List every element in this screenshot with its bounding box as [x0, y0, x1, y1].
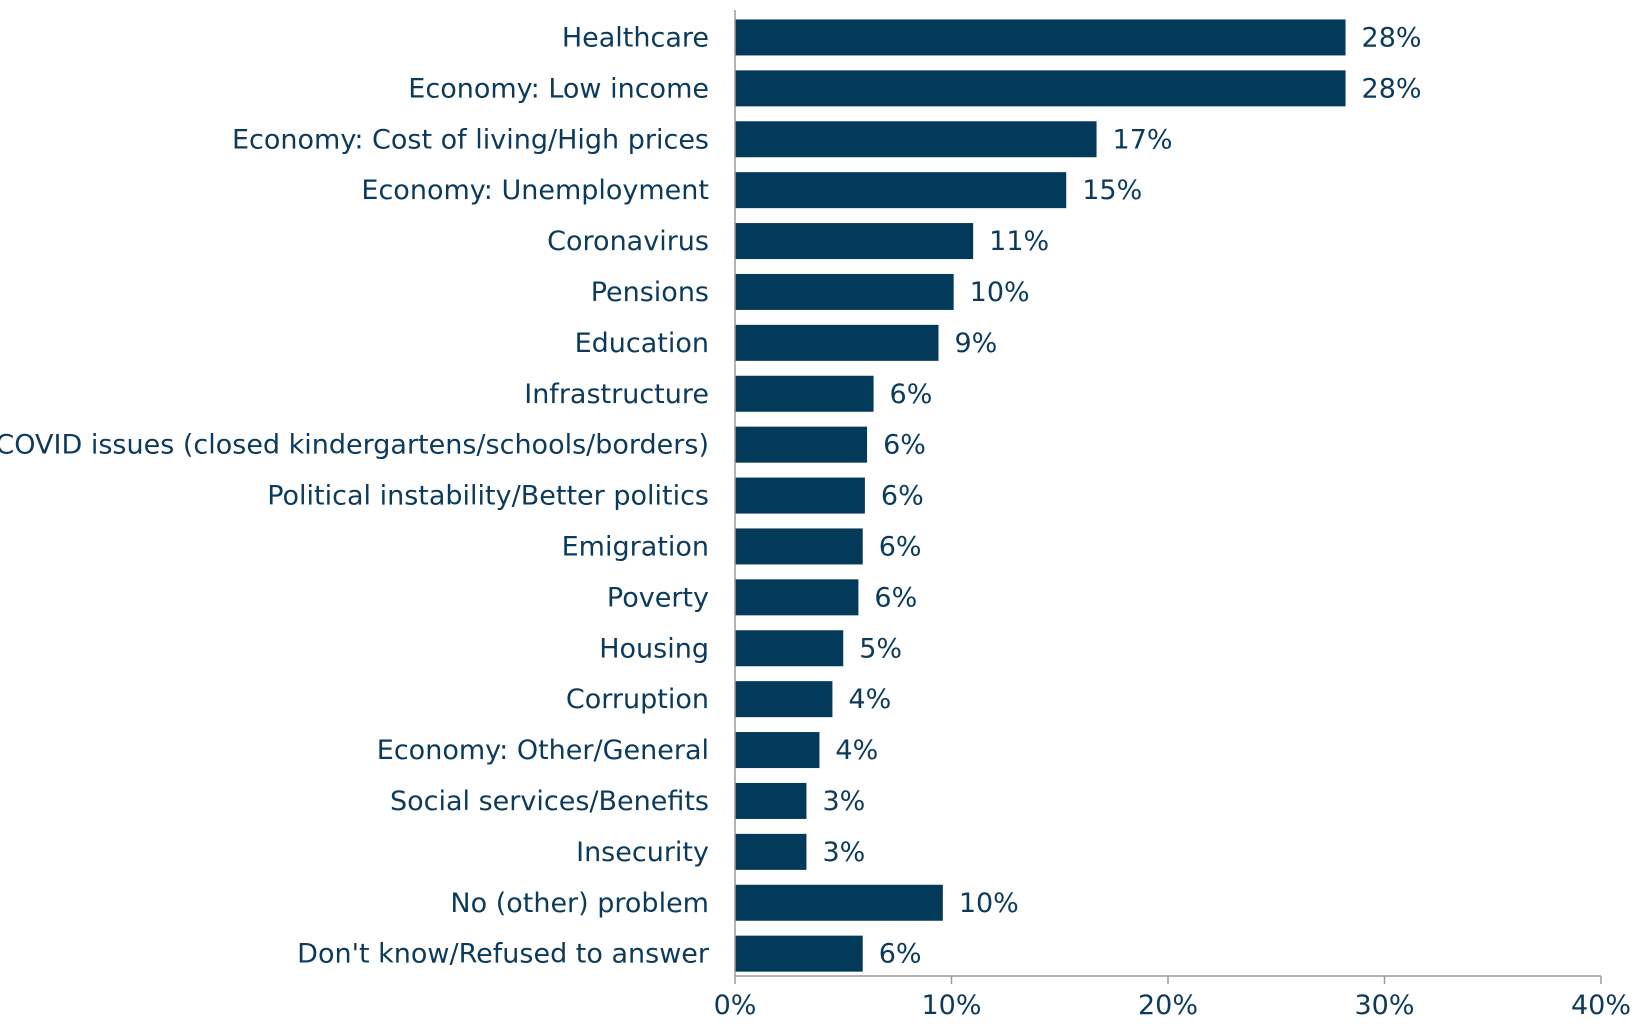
value-label: 6% [879, 939, 922, 970]
x-tick-label: 40% [1571, 990, 1631, 1021]
bar [735, 884, 943, 921]
bar [735, 681, 833, 718]
value-label: 3% [822, 837, 865, 868]
category-label: Emigration [562, 531, 709, 562]
value-label: 6% [890, 379, 933, 410]
category-label: Pensions [591, 277, 709, 308]
category-label: Economy: Unemployment [361, 175, 709, 206]
category-label: No (other) problem [450, 888, 709, 919]
category-label: Poverty [607, 582, 709, 613]
x-tick-label: 30% [1354, 990, 1414, 1021]
value-label: 28% [1362, 22, 1422, 53]
value-label: 11% [989, 226, 1049, 257]
bar [735, 935, 863, 972]
category-label: Infrastructure [524, 379, 709, 410]
axes-group: 0% 10% 20% 30% 40% [714, 10, 1631, 1021]
bar [735, 121, 1097, 158]
bar [735, 324, 939, 361]
x-tick-label: 10% [921, 990, 981, 1021]
bar [735, 19, 1346, 56]
value-label: 5% [859, 633, 902, 664]
bar [735, 70, 1346, 107]
bar [735, 223, 974, 260]
category-label: Economy: Cost of living/High prices [232, 124, 709, 155]
value-label: 4% [848, 684, 891, 715]
category-label: Corruption [566, 684, 709, 715]
value-label: 15% [1082, 175, 1142, 206]
category-label: Economy: Low income [408, 73, 709, 104]
value-label: 4% [835, 735, 878, 766]
x-tick-label: 20% [1138, 990, 1198, 1021]
value-label: 6% [874, 582, 917, 613]
value-label: 10% [959, 888, 1019, 919]
bar [735, 477, 865, 514]
bar [735, 782, 807, 819]
category-label: Healthcare [562, 22, 709, 53]
value-label: 6% [883, 430, 926, 461]
category-label: Education [575, 328, 709, 359]
value-label: 28% [1362, 73, 1422, 104]
category-label: Coronavirus [547, 226, 709, 257]
value-label: 17% [1113, 124, 1173, 155]
bar [735, 732, 820, 769]
value-label: 6% [881, 481, 924, 512]
value-label: 10% [970, 277, 1030, 308]
bar [735, 426, 868, 463]
value-label: 6% [879, 531, 922, 562]
category-label: Economy: Other/General [377, 735, 709, 766]
x-tick-label: 0% [714, 990, 757, 1021]
category-label: Housing [599, 633, 709, 664]
bar [735, 833, 807, 870]
category-label: Social services/Benefits [390, 786, 709, 817]
bar [735, 172, 1067, 209]
value-labels-group: 28% 28% 17% 15% 11% 10% 9% 6% 6% 6% 6% 6% 5% 4% 4% 3% 3%… [822, 22, 1421, 969]
bars-group [735, 19, 1346, 972]
category-label: COVID issues (closed kindergartens/schoo… [0, 430, 709, 461]
category-label: Insecurity [576, 837, 709, 868]
value-label: 9% [955, 328, 998, 359]
bar [735, 528, 863, 565]
category-label: Political instability/Better politics [267, 481, 709, 512]
bar [735, 579, 859, 616]
category-label: Don't know/Refused to answer [297, 939, 710, 970]
bar [735, 273, 954, 310]
bar [735, 630, 844, 667]
bar [735, 375, 874, 412]
category-labels-group: Healthcare Economy: Low income Economy: Co… [0, 22, 710, 969]
value-label: 3% [822, 786, 865, 817]
